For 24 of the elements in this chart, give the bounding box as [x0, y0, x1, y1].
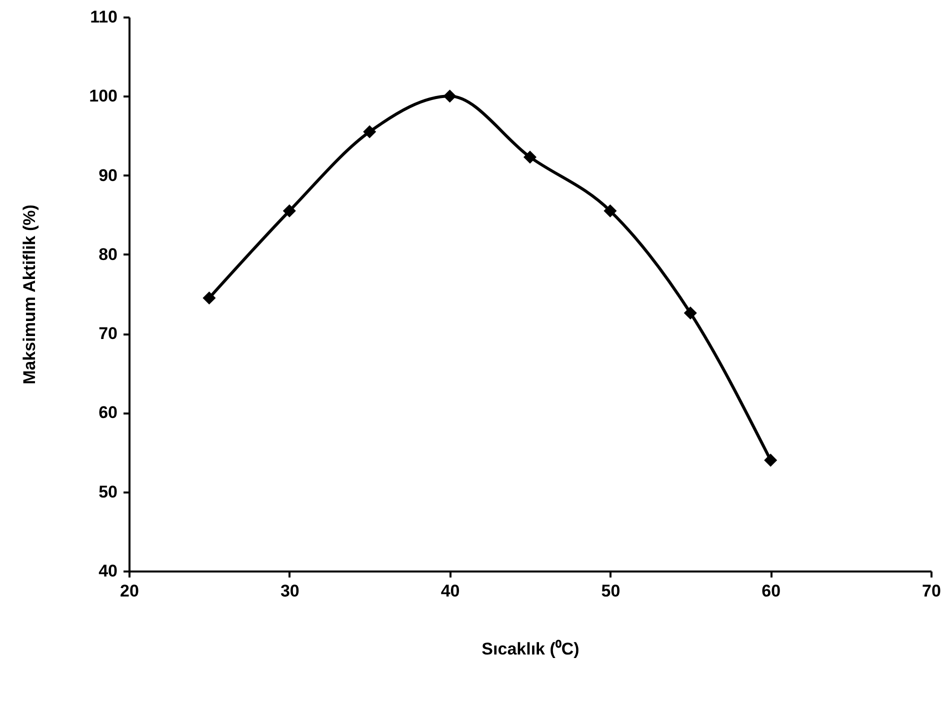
x-tick-label: 50	[601, 582, 620, 600]
point	[764, 454, 778, 467]
x-axis-title: Sıcaklık (⁰C)	[482, 640, 580, 658]
y-tick-label: 40	[98, 562, 118, 580]
point	[604, 204, 617, 218]
y-axis-title: Maksimum Aktiflik (%)	[20, 204, 40, 384]
point	[282, 204, 296, 218]
x-tick-label: 60	[762, 582, 781, 600]
point	[684, 306, 697, 320]
y-tick-label: 70	[98, 324, 118, 344]
x-tick-label: 20	[120, 582, 139, 600]
y-tick-label: 100	[89, 86, 118, 106]
y-tick-label: 110	[90, 8, 118, 26]
y-tick-label: 60	[98, 403, 118, 422]
x-tick-label: 40	[440, 582, 460, 600]
y-tick-label: 50	[98, 482, 118, 502]
x-tick-label: 30	[280, 582, 300, 600]
point	[523, 150, 537, 164]
point	[363, 125, 376, 138]
point	[443, 90, 456, 103]
y-tick-label: 80	[98, 244, 118, 264]
x-tick-label: 70	[922, 582, 941, 600]
point	[202, 291, 216, 304]
y-tick-label: 90	[98, 166, 118, 185]
